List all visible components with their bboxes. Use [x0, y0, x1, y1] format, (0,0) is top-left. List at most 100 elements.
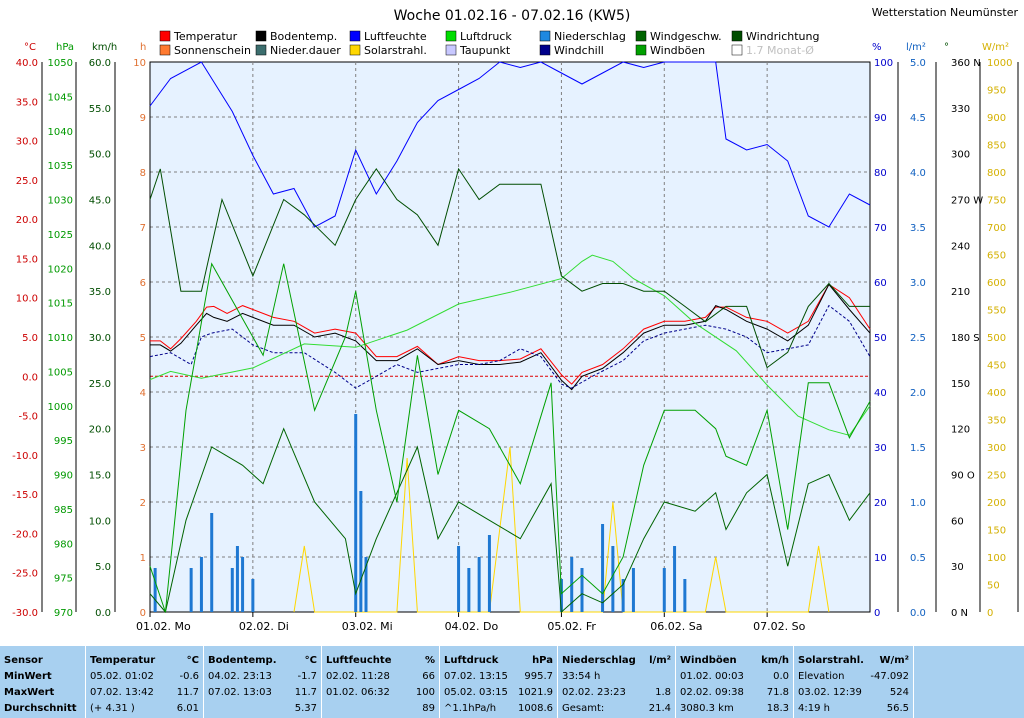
axis-tick-wind: 40.0 [89, 241, 111, 252]
axis-tick-temp: 5.0 [22, 333, 38, 344]
stats-row: 5.37 [294, 703, 317, 714]
bar-niederschlag [235, 546, 239, 612]
axis-tick-pressure: 1015 [48, 299, 73, 310]
stats-header: Sensor [4, 655, 43, 666]
axis-tick-pressure: 1000 [48, 402, 73, 413]
bar-niederschlag [251, 579, 255, 612]
axis-tick-pressure: 990 [54, 471, 73, 482]
stats-row: Elevation -47.092 [798, 671, 909, 682]
axis-tick-rain: 4.0 [910, 168, 926, 179]
axis-tick-direction: 90 O [951, 471, 975, 482]
bar-niederschlag [601, 524, 605, 612]
axis-tick-wind: 55.0 [89, 104, 111, 115]
axis-tick-solar: 800 [987, 168, 1006, 179]
stats-row: MaxWert [4, 687, 55, 698]
series-luftdruck [149, 254, 871, 436]
axis-tick-solar: 750 [987, 196, 1006, 207]
axis-tick-temp: 40.0 [16, 58, 38, 69]
series-windchill [149, 304, 871, 389]
axis-tick-temp: -5.0 [18, 412, 38, 423]
axis-tick-direction: 270 W [951, 196, 983, 207]
series-temperatur [150, 283, 871, 385]
axis-tick-temp: 15.0 [16, 254, 38, 265]
axis-tick-pressure: 1035 [48, 161, 73, 172]
axis-tick-rain: 1.5 [910, 443, 926, 454]
axis-unit-solar: W/m² [982, 42, 1009, 53]
axis-tick-humidity: 80 [874, 168, 887, 179]
axis-tick-hours: 7 [140, 223, 146, 234]
stats-row: 89 [422, 703, 435, 714]
stats-table: Sensor MinWert MaxWert Durchschnitt Temperat… [0, 646, 1024, 718]
stats-column: Luftdruck hPa 07.02. 13:15 995.7 05.02. 03:1… [440, 646, 558, 718]
axis-unit-pressure: hPa [56, 42, 74, 53]
axis-tick-solar: 350 [987, 416, 1006, 427]
axis-tick-temp: -25.0 [12, 569, 38, 580]
series-luftfeuchte [149, 61, 871, 228]
stats-row: 01.02. 00:03 0.0 [680, 671, 789, 682]
bar-niederschlag [631, 568, 635, 612]
x-tick-label: 04.02. Do [445, 620, 499, 633]
stats-column: Luftfeuchte% 02.02. 11:28 66 01.02. 06:32 10… [322, 646, 440, 718]
axis-tick-wind: 30.0 [89, 333, 111, 344]
axis-tick-solar: 550 [987, 306, 1006, 317]
stats-row: MinWert [4, 671, 52, 682]
stats-row: 03.02. 12:39 524 [798, 687, 909, 698]
stats-header: Luftfeuchte% [326, 655, 435, 666]
axis-tick-direction: 360 N [951, 58, 981, 69]
axis-tick-humidity: 20 [874, 498, 887, 509]
x-tick-label: 07.02. So [753, 620, 805, 633]
stats-header: Bodentemp. °C [208, 655, 317, 666]
stats-row: 04.02. 23:13 -1.7 [208, 671, 317, 682]
stats-header: Temperatur °C [90, 655, 199, 666]
legend-swatch [445, 44, 457, 56]
axis-tick-solar: 400 [987, 388, 1006, 399]
axis-tick-rain: 1.0 [910, 498, 926, 509]
x-tick-label: 02.02. Di [239, 620, 289, 633]
axis-tick-solar: 600 [987, 278, 1006, 289]
stats-row: (+ 4.31 ) 6.01 [90, 703, 199, 714]
axis-tick-solar: 950 [987, 86, 1006, 97]
x-tick-label: 05.02. Fr [547, 620, 596, 633]
stats-column: Solarstrahl. W/m² Elevation -47.092 03.02. 1… [794, 646, 914, 718]
stats-row: 4:19 h 56.5 [798, 703, 909, 714]
stats-row: 05.02. 01:02 -0.6 [90, 671, 199, 682]
axis-tick-solar: 50 [987, 581, 1000, 592]
axis-tick-humidity: 10 [874, 553, 887, 564]
legend-label: Windböen [650, 44, 705, 57]
bar-niederschlag [199, 557, 203, 612]
stats-row: Gesamt: 21.4 [562, 703, 671, 714]
chart-title: Woche 01.02.16 - 07.02.16 (KW5) [394, 8, 631, 24]
axis-tick-pressure: 1005 [48, 367, 73, 378]
axis-tick-pressure: 1040 [48, 127, 73, 138]
axis-tick-rain: 4.5 [910, 113, 926, 124]
stats-row: 33:54 h [562, 671, 601, 682]
axis-tick-pressure: 975 [54, 574, 73, 585]
bar-niederschlag [153, 568, 157, 612]
stats-row: 05.02. 03:15 1021.9 [444, 687, 553, 698]
legend-label: Nieder.dauer [270, 44, 341, 57]
stats-row: 02.02. 23:23 1.8 [562, 687, 671, 698]
axis-tick-wind: 35.0 [89, 287, 111, 298]
axis-tick-pressure: 980 [54, 539, 73, 550]
axis-tick-solar: 0 [987, 608, 993, 619]
legend-swatch [539, 44, 551, 56]
axis-tick-pressure: 985 [54, 505, 73, 516]
axis-tick-humidity: 100 [874, 58, 893, 69]
legend-label: Windgeschw. [650, 30, 722, 43]
axis-unit-temp: °C [24, 42, 36, 53]
axis-tick-rain: 3.5 [910, 223, 926, 234]
axis-tick-solar: 1000 [987, 58, 1012, 69]
stats-row: 01.02. 06:32 100 [326, 687, 435, 698]
bar-niederschlag [559, 579, 563, 612]
bar-niederschlag [673, 546, 677, 612]
stats-column: Temperatur °C 05.02. 01:02 -0.6 07.02. 13:42… [86, 646, 204, 718]
legend-label: Niederschlag [554, 30, 626, 43]
bar-niederschlag [683, 579, 687, 612]
series-windrichtung [149, 167, 870, 369]
axis-tick-solar: 900 [987, 113, 1006, 124]
axis-unit-humidity: % [872, 42, 882, 53]
axis-tick-solar: 850 [987, 141, 1006, 152]
stats-header: Solarstrahl. W/m² [798, 655, 909, 666]
stats-row: 07.02. 13:15 995.7 [444, 671, 553, 682]
axis-tick-hours: 2 [140, 498, 146, 509]
